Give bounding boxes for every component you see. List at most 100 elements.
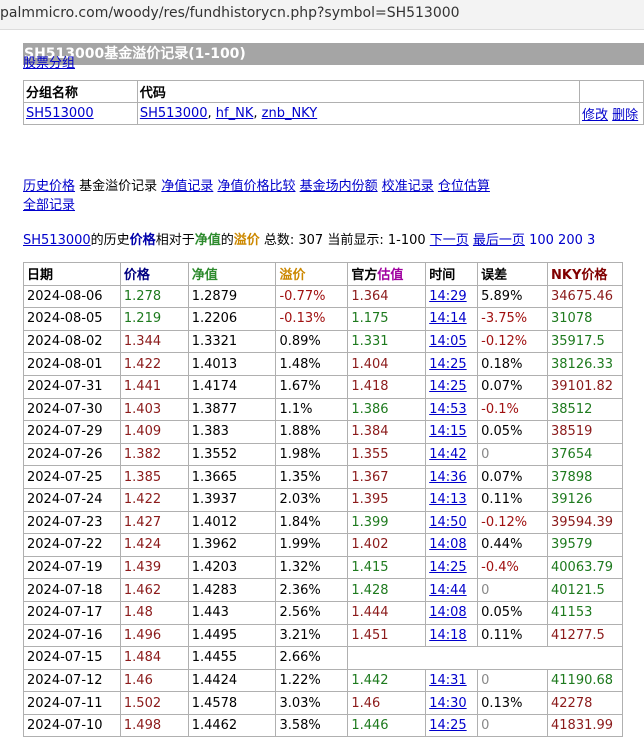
url-text[interactable]: palmmicro.com/woody/res/fundhistorycn.ph… xyxy=(0,5,460,21)
group-name-link[interactable]: SH513000 xyxy=(26,106,94,121)
cell-nav-value: 1.3937 xyxy=(191,492,238,508)
table-row: 2024-07-22 1.424 1.3962 1.99% 1.402 14:08 0.44… xyxy=(23,533,623,557)
cell-time-value[interactable]: 14:18 xyxy=(429,627,467,643)
summary-price-word: 价格 xyxy=(129,233,156,248)
address-bar[interactable]: palmmicro.com/woody/res/fundhistorycn.ph… xyxy=(0,0,644,30)
nav-position-estimate[interactable]: 仓位估算 xyxy=(437,179,490,194)
summary-line: SH513000的历史价格相对于净值的溢价 总数: 307 当前显示: 1-10… xyxy=(23,229,595,248)
cell-premium-value: 2.03% xyxy=(279,492,321,508)
cell-price-value: 1.219 xyxy=(123,311,162,327)
page-size-200-link[interactable]: 200 xyxy=(558,233,583,248)
cell-error-value: 0.07% xyxy=(481,379,523,395)
cell-premium: 3.03% xyxy=(275,691,349,715)
cell-official-estimate-value: 1.384 xyxy=(351,424,389,440)
cell-premium: 1.32% xyxy=(275,555,349,580)
cell-price-value: 1.344 xyxy=(123,334,162,350)
cell-time-value[interactable]: 14:14 xyxy=(429,311,467,327)
cell-price: 1.424 xyxy=(119,533,189,557)
cell-official-estimate: 1.418 xyxy=(347,374,427,399)
table-row: 2024-07-29 1.409 1.383 1.88% 1.384 14:15 0.05%… xyxy=(23,420,623,444)
cell-nav: 1.3552 xyxy=(187,442,277,467)
table-row: 2024-07-19 1.439 1.4203 1.32% 1.415 14:25 -0.4… xyxy=(23,555,623,580)
cell-nav: 1.4455 xyxy=(187,646,277,670)
nav-all-records[interactable]: 全部记录 xyxy=(23,198,76,213)
code-link-sh513000[interactable]: SH513000 xyxy=(139,106,208,121)
history-table-body: 2024-08-06 1.278 1.2879 -0.77% 1.364 14:29 5.8… xyxy=(23,284,623,737)
page-size-100-link[interactable]: 100 xyxy=(529,233,554,248)
cell-nav: 1.383 xyxy=(187,420,277,444)
cell-time-value[interactable]: 14:50 xyxy=(429,514,467,530)
last-page-link[interactable]: 最后一页 xyxy=(472,233,525,248)
cell-premium: 1.84% xyxy=(275,510,349,535)
cell-time-value[interactable]: 14:53 xyxy=(429,401,467,417)
nav-nav-record[interactable]: 净值记录 xyxy=(161,179,214,194)
cell-price: 1.403 xyxy=(119,397,189,422)
cell-date: 2024-07-15 xyxy=(23,646,121,670)
cell-error: 0 xyxy=(477,442,548,467)
cell-date-value: 2024-07-29 xyxy=(27,424,103,440)
cell-official-estimate-value: 1.444 xyxy=(351,605,389,621)
cell-time-value[interactable]: 14:31 xyxy=(429,672,467,688)
cell-nky-price: 41190.68 xyxy=(547,668,623,693)
cell-time-value[interactable]: 14:08 xyxy=(429,605,467,621)
cell-date-value: 2024-07-23 xyxy=(27,514,103,530)
cell-date-value: 2024-07-15 xyxy=(27,650,103,666)
code-link-znb-nky[interactable]: znb_NKY xyxy=(261,106,318,121)
nav-nav-price-compare[interactable]: 净值价格比较 xyxy=(217,179,296,194)
page-size-300-link[interactable]: 3 xyxy=(587,233,596,248)
cell-time-value[interactable]: 14:08 xyxy=(429,537,467,553)
cell-official-estimate-value: 1.46 xyxy=(351,695,381,711)
cell-date: 2024-07-29 xyxy=(23,420,121,444)
cell-official-estimate: 1.395 xyxy=(347,487,427,512)
cell-premium-value: -0.13% xyxy=(279,311,326,327)
cell-time-value[interactable]: 14:25 xyxy=(429,379,467,395)
stock-group-link[interactable]: 股票分组 xyxy=(23,56,76,71)
cell-date-value: 2024-07-30 xyxy=(27,401,103,417)
cell-time-value[interactable]: 14:25 xyxy=(429,560,467,576)
cell-time-value[interactable]: 14:44 xyxy=(429,582,467,598)
cell-nav: 1.3321 xyxy=(187,329,277,354)
nav-premium-current: 基金溢价记录 xyxy=(79,179,158,194)
cell-time-value[interactable]: 14:25 xyxy=(429,356,467,372)
nav-fund-shares[interactable]: 基金场内份额 xyxy=(299,179,378,194)
next-page-link[interactable]: 下一页 xyxy=(429,233,469,248)
cell-nky-price-value: 35917.5 xyxy=(551,334,605,350)
cell-premium-value: 1.88% xyxy=(279,424,321,440)
summary-premium-word: 溢价 xyxy=(233,233,260,248)
code-link-hf-nk[interactable]: hf_NK xyxy=(215,106,254,121)
cell-time-value[interactable]: 14:05 xyxy=(429,334,467,350)
summary-text-1: 的历史 xyxy=(90,233,130,248)
table-row: 2024-07-18 1.462 1.4283 2.36% 1.428 14:44 0 401… xyxy=(23,578,623,602)
cell-nky-price-value: 41831.99 xyxy=(551,718,614,734)
cell-nav-value: 1.2879 xyxy=(191,288,238,304)
record-nav-2: 全部记录 xyxy=(23,197,75,215)
cell-price: 1.439 xyxy=(119,555,189,580)
cell-time-value[interactable]: 14:15 xyxy=(429,424,467,440)
cell-nav-value: 1.383 xyxy=(191,424,229,440)
cell-time-value[interactable]: 14:13 xyxy=(429,492,467,508)
code-header: 代码 xyxy=(136,80,581,103)
cell-premium-value: 1.99% xyxy=(279,537,321,553)
cell-nav-value: 1.443 xyxy=(191,605,229,621)
cell-time-value[interactable]: 14:36 xyxy=(429,469,467,485)
cell-error-value: -0.12% xyxy=(481,334,528,350)
cell-price-value: 1.385 xyxy=(123,469,162,485)
cell-premium-value: 1.32% xyxy=(279,560,321,576)
delete-link[interactable]: 删除 xyxy=(612,108,639,123)
cell-error-value: 0.05% xyxy=(481,605,523,621)
table-row: 2024-07-24 1.422 1.3937 2.03% 1.395 14:13 0.11… xyxy=(23,487,623,512)
cell-date-value: 2024-07-22 xyxy=(27,537,103,553)
page-title: SH513000基金溢价记录(1-100) xyxy=(23,43,644,65)
edit-link[interactable]: 修改 xyxy=(582,108,609,123)
cell-time-value[interactable]: 14:42 xyxy=(429,447,467,463)
nav-history-price[interactable]: 历史价格 xyxy=(23,179,76,194)
cell-time-value[interactable]: 14:29 xyxy=(429,288,467,304)
cell-premium: -0.13% xyxy=(275,307,349,331)
cell-price: 1.422 xyxy=(119,487,189,512)
cell-time-value[interactable]: 14:30 xyxy=(429,695,467,711)
cell-premium: 1.88% xyxy=(275,420,349,444)
nav-calibration[interactable]: 校准记录 xyxy=(381,179,434,194)
cell-time-value[interactable]: 14:25 xyxy=(429,718,467,734)
cell-time: 14:14 xyxy=(425,307,479,331)
summary-symbol-link[interactable]: SH513000 xyxy=(23,233,91,248)
